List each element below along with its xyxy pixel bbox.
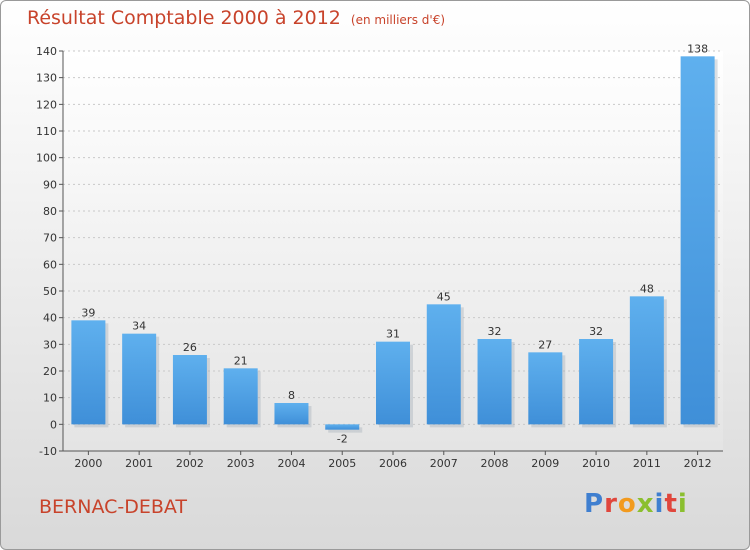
proxiti-logo: Proxiti (584, 489, 688, 519)
logo-letter: i (677, 489, 688, 519)
bar (376, 341, 410, 425)
data-label: 32 (488, 325, 502, 338)
y-tick-label: 120 (36, 98, 57, 111)
data-label: 32 (589, 325, 603, 338)
y-tick-label: 20 (43, 365, 57, 378)
x-tick-label: 2001 (125, 457, 153, 470)
bar (223, 368, 258, 425)
data-label: 138 (687, 42, 708, 55)
x-tick-label: 2002 (176, 457, 204, 470)
bar (122, 333, 157, 425)
bar-shadow (328, 427, 363, 433)
bar (426, 304, 461, 425)
y-tick-label: 0 (50, 418, 57, 431)
y-tick-label: 30 (43, 338, 57, 351)
bar (528, 352, 563, 425)
x-tick-label: 2007 (430, 457, 458, 470)
place-name: BERNAC-DEBAT (39, 496, 188, 518)
y-tick-label: 100 (36, 152, 57, 165)
x-tick-label: 2006 (379, 457, 407, 470)
y-tick-label: 80 (43, 205, 57, 218)
x-tick-label: 2003 (227, 457, 255, 470)
bar (325, 424, 360, 430)
bar (629, 296, 664, 425)
x-tick-label: 2005 (328, 457, 356, 470)
logo-letter: i (654, 489, 665, 519)
x-tick-label: 2000 (74, 457, 102, 470)
logo-letter: P (584, 489, 605, 519)
bar (274, 403, 309, 425)
bar (172, 355, 207, 425)
chart-title-text: Résultat Comptable 2000 à 2012 (27, 7, 341, 29)
y-tick-label: 140 (36, 45, 57, 58)
data-label: 39 (81, 306, 95, 319)
bar (579, 339, 614, 425)
y-tick-label: 110 (36, 125, 57, 138)
x-tick-label: 2008 (481, 457, 509, 470)
y-tick-label: 50 (43, 285, 57, 298)
y-tick-label: -10 (39, 445, 57, 458)
y-tick-label: 60 (43, 258, 57, 271)
logo-letter: x (636, 489, 655, 519)
data-label: 21 (234, 354, 248, 367)
x-tick-label: 2010 (582, 457, 610, 470)
x-tick-label: 2004 (277, 457, 305, 470)
chart-title: Résultat Comptable 2000 à 2012 (en millie… (27, 7, 445, 29)
data-label: -2 (337, 433, 348, 446)
x-tick-label: 2012 (684, 457, 712, 470)
chart-subtitle: (en milliers d'€) (350, 13, 446, 27)
y-tick-label: 70 (43, 232, 57, 245)
y-tick-label: 130 (36, 72, 57, 85)
x-tick-label: 2009 (531, 457, 559, 470)
y-tick-label: 40 (43, 312, 57, 325)
data-label: 26 (183, 341, 197, 354)
bar (477, 339, 512, 425)
data-label: 48 (640, 282, 654, 295)
bar (71, 320, 106, 425)
x-tick-label: 2011 (633, 457, 661, 470)
data-label: 8 (288, 389, 295, 402)
y-tick-label: 10 (43, 392, 57, 405)
data-label: 34 (132, 320, 146, 333)
logo-letter: r (604, 489, 618, 519)
bar (680, 56, 715, 425)
logo-letter: t (664, 489, 678, 519)
data-label: 31 (386, 328, 400, 341)
y-tick-label: 90 (43, 178, 57, 191)
data-label: 27 (538, 338, 552, 351)
logo-letter: o (617, 489, 637, 519)
data-label: 45 (437, 290, 451, 303)
